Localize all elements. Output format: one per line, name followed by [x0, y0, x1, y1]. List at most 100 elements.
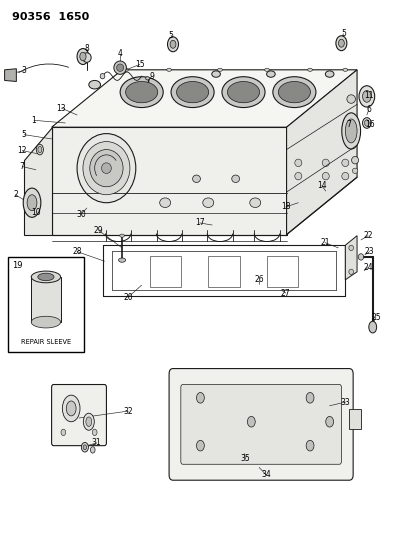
Ellipse shape: [90, 447, 95, 453]
Polygon shape: [51, 127, 286, 235]
Ellipse shape: [248, 416, 255, 427]
Polygon shape: [345, 236, 357, 280]
Text: 4: 4: [118, 50, 123, 58]
Text: 8: 8: [84, 44, 89, 53]
Ellipse shape: [120, 234, 125, 237]
Text: 16: 16: [365, 119, 375, 128]
Text: 33: 33: [340, 398, 350, 407]
Ellipse shape: [23, 188, 41, 217]
Ellipse shape: [36, 144, 43, 155]
Text: 34: 34: [261, 471, 271, 479]
Ellipse shape: [145, 77, 149, 80]
Ellipse shape: [218, 68, 222, 71]
Ellipse shape: [306, 392, 314, 403]
Ellipse shape: [83, 413, 94, 430]
Ellipse shape: [343, 68, 348, 71]
Ellipse shape: [119, 258, 126, 262]
Polygon shape: [24, 127, 51, 235]
Ellipse shape: [250, 198, 261, 207]
Ellipse shape: [352, 157, 359, 164]
FancyBboxPatch shape: [51, 384, 107, 446]
Ellipse shape: [120, 77, 163, 108]
Text: 30: 30: [76, 210, 86, 219]
Text: 2: 2: [13, 190, 18, 199]
Text: 14: 14: [317, 181, 327, 190]
Text: 6: 6: [366, 105, 371, 114]
Ellipse shape: [77, 49, 89, 64]
Ellipse shape: [295, 159, 302, 166]
Ellipse shape: [295, 172, 302, 180]
Ellipse shape: [369, 321, 376, 333]
Ellipse shape: [264, 68, 269, 71]
Ellipse shape: [203, 198, 214, 207]
Bar: [31, 277, 61, 322]
Ellipse shape: [345, 119, 357, 143]
Text: 7: 7: [20, 162, 25, 171]
Ellipse shape: [100, 74, 105, 79]
FancyBboxPatch shape: [169, 368, 353, 480]
Ellipse shape: [89, 80, 101, 89]
Ellipse shape: [126, 82, 158, 103]
Text: 25: 25: [371, 312, 381, 321]
Ellipse shape: [353, 168, 358, 173]
Ellipse shape: [212, 71, 220, 77]
Ellipse shape: [196, 440, 204, 451]
Polygon shape: [349, 409, 361, 430]
Ellipse shape: [171, 77, 214, 108]
Ellipse shape: [306, 440, 314, 451]
Ellipse shape: [193, 175, 200, 182]
Text: 29: 29: [94, 226, 103, 235]
Bar: [8, 257, 84, 352]
Text: 23: 23: [365, 247, 375, 256]
Ellipse shape: [336, 36, 347, 51]
Ellipse shape: [342, 159, 349, 166]
Text: 18: 18: [281, 203, 290, 212]
Ellipse shape: [101, 163, 111, 173]
Ellipse shape: [322, 172, 329, 180]
Polygon shape: [5, 69, 17, 82]
Ellipse shape: [83, 445, 86, 450]
Ellipse shape: [322, 159, 329, 166]
Polygon shape: [286, 70, 357, 235]
FancyBboxPatch shape: [181, 384, 342, 464]
Text: 1: 1: [31, 116, 37, 125]
Ellipse shape: [83, 53, 91, 62]
Text: 22: 22: [363, 231, 373, 240]
Text: 13: 13: [57, 103, 66, 112]
Text: 28: 28: [72, 247, 82, 256]
Text: 90356  1650: 90356 1650: [13, 12, 90, 22]
Ellipse shape: [80, 52, 86, 61]
Text: 31: 31: [92, 439, 101, 448]
Ellipse shape: [117, 64, 124, 71]
Ellipse shape: [38, 147, 42, 153]
Text: 26: 26: [254, 275, 264, 284]
Ellipse shape: [114, 61, 127, 74]
Text: 21: 21: [320, 238, 330, 247]
Ellipse shape: [266, 71, 275, 77]
Text: 15: 15: [135, 60, 145, 69]
Ellipse shape: [27, 195, 37, 211]
Ellipse shape: [363, 118, 371, 128]
Bar: [149, 256, 181, 287]
Text: 32: 32: [123, 407, 133, 416]
Polygon shape: [51, 70, 357, 127]
Text: 5: 5: [341, 29, 346, 38]
Ellipse shape: [77, 134, 136, 203]
Ellipse shape: [338, 39, 344, 47]
Text: 9: 9: [149, 71, 154, 80]
Ellipse shape: [124, 68, 129, 71]
Text: 35: 35: [241, 455, 250, 463]
Text: 17: 17: [195, 219, 204, 228]
Text: 5: 5: [22, 130, 27, 139]
Text: 7: 7: [347, 119, 352, 128]
Ellipse shape: [359, 86, 375, 107]
Text: 3: 3: [22, 67, 27, 75]
Text: 19: 19: [13, 261, 23, 270]
Ellipse shape: [61, 429, 66, 435]
Ellipse shape: [92, 429, 97, 435]
Text: 10: 10: [31, 208, 41, 217]
Text: 20: 20: [123, 293, 133, 302]
Ellipse shape: [349, 245, 354, 251]
Ellipse shape: [222, 77, 265, 108]
Ellipse shape: [196, 392, 204, 403]
